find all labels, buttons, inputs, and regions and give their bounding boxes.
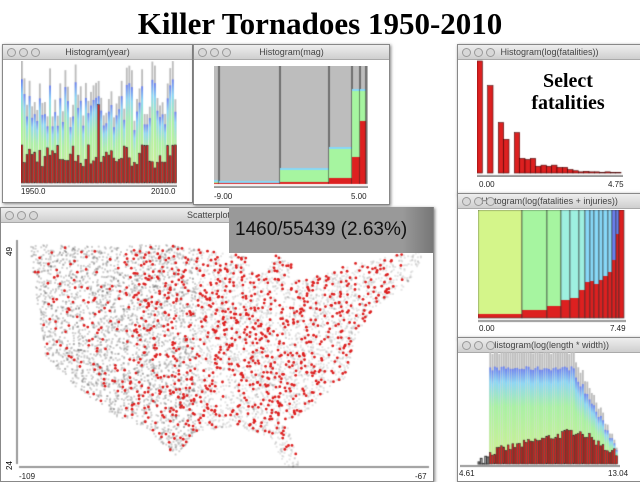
close-icon[interactable] (462, 341, 471, 350)
axis-min: 4.61 (459, 469, 475, 478)
histogram-fatalities-injuries-window[interactable]: Histogram(log(fatalities + injuries)) 0.… (457, 193, 640, 339)
window-controls[interactable] (198, 47, 234, 61)
length-width-histogram[interactable] (460, 352, 620, 472)
window-controls[interactable] (462, 47, 498, 61)
histogram-length-width-window[interactable]: Histogram(log(length * width)) 4.61 13.0… (457, 337, 640, 482)
title-bar[interactable]: Histogram(log(fatalities + injuries)) (458, 194, 640, 209)
title-bar[interactable]: Histogram(mag) (194, 45, 389, 60)
axis-min: -9.00 (214, 192, 233, 201)
zoom-icon[interactable] (222, 48, 231, 57)
year-histogram[interactable] (21, 61, 177, 187)
window-title: Histogram(log(fatalities)) (500, 47, 599, 57)
title-bar[interactable]: Histogram(log(fatalities)) (458, 45, 640, 60)
close-icon[interactable] (5, 211, 14, 220)
histogram-year-window[interactable]: Histogram(year) 1950.0 2010.0 (2, 44, 193, 203)
y-axis-max: 49 (5, 247, 14, 256)
fatalities-injuries-histogram[interactable] (478, 210, 626, 324)
x-axis-min: -109 (19, 472, 36, 481)
minimize-icon[interactable] (474, 197, 483, 206)
zoom-icon[interactable] (486, 341, 495, 350)
axis-max: 4.75 (608, 180, 624, 189)
close-icon[interactable] (7, 48, 16, 57)
window-title: Histogram(year) (65, 47, 130, 57)
window-controls[interactable] (462, 196, 498, 210)
y-axis-min: 24 (5, 461, 14, 470)
minimize-icon[interactable] (474, 48, 483, 57)
note-line: fatalities (531, 92, 605, 114)
axis-max: 7.49 (610, 324, 626, 333)
select-fatalities-note: Select fatalities (522, 70, 614, 114)
zoom-icon[interactable] (31, 48, 40, 57)
axis-min: 1950.0 (21, 187, 46, 196)
window-title: Histogram(log(fatalities + injuries)) (481, 196, 618, 206)
title-bar[interactable]: Histogram(year) (3, 45, 192, 60)
window-controls[interactable] (5, 210, 41, 224)
window-controls[interactable] (462, 340, 498, 354)
selection-count-tooltip: 1460/55439 (2.63%) (229, 207, 433, 253)
note-line: Select (543, 70, 593, 92)
window-controls[interactable] (7, 47, 43, 61)
scatterplot-map[interactable] (15, 236, 431, 476)
axis-min: 0.00 (479, 324, 495, 333)
axis-max: 2010.0 (151, 187, 176, 196)
slide-title: Killer Tornadoes 1950-2010 (137, 6, 503, 41)
x-axis-max: -67 (415, 472, 427, 481)
fatalities-histogram[interactable] (477, 59, 623, 177)
axis-max: 13.04 (608, 469, 629, 478)
zoom-icon[interactable] (29, 211, 38, 220)
minimize-icon[interactable] (210, 48, 219, 57)
close-icon[interactable] (462, 48, 471, 57)
window-title: Histogram(log(length * width)) (489, 340, 610, 350)
histogram-mag-window[interactable]: Histogram(mag) -9.00 5.00 (193, 44, 390, 205)
axis-max: 5.00 (351, 192, 367, 201)
minimize-icon[interactable] (17, 211, 26, 220)
axis-min: 0.00 (479, 180, 495, 189)
mag-histogram[interactable] (214, 66, 368, 188)
zoom-icon[interactable] (486, 48, 495, 57)
close-icon[interactable] (462, 197, 471, 206)
window-title: Scatterplot(x: s (186, 210, 248, 220)
minimize-icon[interactable] (19, 48, 28, 57)
window-title: Histogram(mag) (259, 47, 324, 57)
close-icon[interactable] (198, 48, 207, 57)
histogram-fatalities-window[interactable]: Histogram(log(fatalities)) 0.00 4.75 (457, 44, 640, 195)
title-bar[interactable]: Histogram(log(length * width)) (458, 338, 640, 353)
zoom-icon[interactable] (486, 197, 495, 206)
minimize-icon[interactable] (474, 341, 483, 350)
